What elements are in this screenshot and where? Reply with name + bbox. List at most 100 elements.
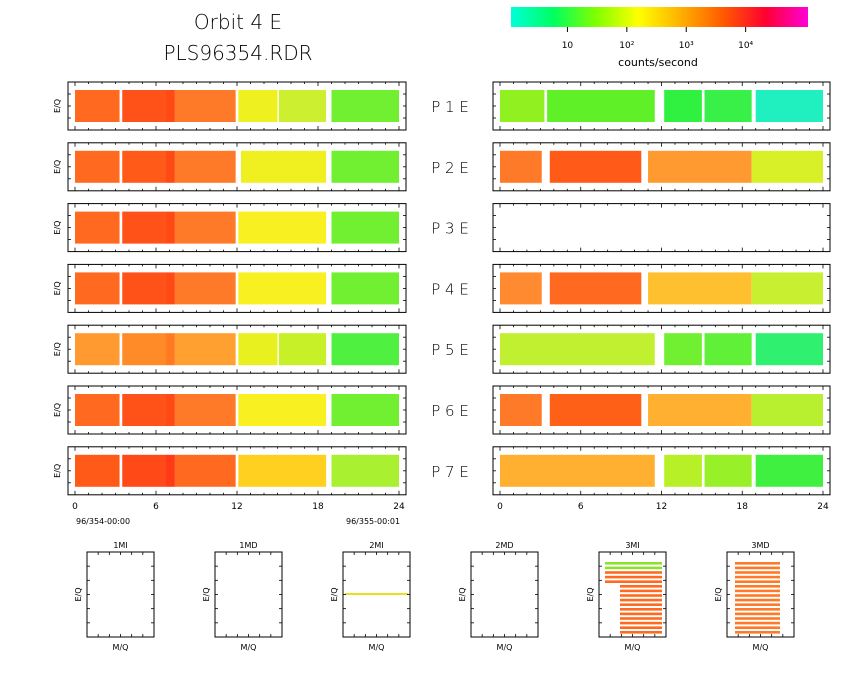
panel-right-row-3	[492, 203, 831, 253]
mini-panel-ylabel: E/Q	[458, 587, 467, 601]
heatmap-block	[238, 211, 327, 244]
spectrum-trace	[735, 566, 780, 570]
mini-panel-1mi: 1MI M/Q E/Q	[74, 541, 155, 652]
heatmap-block	[331, 394, 399, 426]
spectrogram-rows: E/Q P 1 E E/Q P 2 E E/Q P 3 E E/Q P 4 E E/Q P 5 E…	[53, 81, 831, 496]
mini-panel-xlabel: M/Q	[753, 643, 769, 652]
heatmap-block	[704, 454, 752, 487]
panel-left-row-7	[67, 446, 407, 496]
spectrum-trace	[620, 621, 662, 625]
colorbar-tick-label: 10	[562, 41, 574, 51]
x-tick-label: 12	[231, 502, 242, 512]
heatmap-block	[751, 394, 823, 426]
heatmap-block	[547, 90, 655, 122]
heatmap-block	[751, 150, 823, 183]
mini-panel-xlabel: M/Q	[625, 643, 641, 652]
spectrum-trace	[735, 585, 780, 588]
heatmap-block	[165, 272, 175, 305]
mini-panel-3mi: 3MI M/Q E/Q	[586, 541, 667, 652]
heatmap-block	[174, 211, 236, 244]
heatmap-block	[174, 333, 236, 366]
mini-panel-ylabel: E/Q	[586, 587, 595, 601]
spectrum-trace	[735, 621, 780, 625]
spectrum-trace	[605, 562, 662, 565]
mini-panel-title: 2MD	[495, 541, 513, 550]
spectrum-trace	[735, 617, 780, 620]
y-axis-label: E/Q	[53, 281, 62, 295]
spectrum-trace	[605, 571, 662, 574]
heatmap-block	[174, 454, 236, 487]
spectrum-trace	[620, 585, 662, 588]
spectrum-trace	[735, 580, 780, 583]
panel-right-row-5	[492, 324, 831, 374]
colorbar-gradient	[511, 7, 808, 27]
heatmap-block	[122, 211, 166, 244]
panel-left-row-4	[67, 263, 407, 313]
row-label: P 5 E	[431, 341, 469, 359]
mini-panel-ylabel: E/Q	[202, 587, 211, 601]
heatmap-block	[278, 90, 327, 122]
row-label: P 3 E	[431, 220, 469, 238]
panel-left-row-3	[67, 203, 407, 253]
heatmap-block	[648, 272, 752, 305]
mini-panel-frame	[214, 551, 283, 638]
spectrum-trace	[735, 608, 780, 611]
x-axis-end-label: 96/355-00:01	[346, 517, 400, 526]
spectrum-trace	[605, 575, 662, 579]
mini-panel-frame	[86, 551, 155, 638]
mini-panel-xlabel: M/Q	[369, 643, 385, 652]
mass-spectrum-panels: 1MI M/Q E/Q 1MD M/Q E/Q 2MI M/Q E/Q 2MD M/Q E/Q 3MI M…	[74, 541, 795, 652]
heatmap-block	[648, 150, 752, 183]
panel-right-row-6	[492, 385, 831, 435]
heatmap-block	[75, 150, 120, 183]
row-label: P 1 E	[431, 98, 469, 116]
x-tick-label: 0	[497, 502, 503, 512]
mini-panel-title: 3MD	[751, 541, 769, 550]
heatmap-block	[331, 454, 399, 487]
panel-left-row-6	[67, 385, 407, 435]
heatmap-block	[704, 90, 752, 122]
mini-panel-1md: 1MD M/Q E/Q	[202, 541, 283, 652]
mini-panel-xlabel: M/Q	[497, 643, 513, 652]
heatmap-block	[549, 272, 642, 305]
x-tick-label: 24	[393, 502, 405, 512]
panel-background	[493, 203, 830, 252]
x-tick-label: 6	[153, 502, 159, 512]
panel-left-row-2	[67, 142, 407, 192]
mini-panel-ylabel: E/Q	[714, 587, 723, 601]
heatmap-block	[704, 333, 752, 366]
heatmap-block	[500, 150, 542, 183]
heatmap-block	[238, 90, 278, 122]
heatmap-block	[122, 272, 166, 305]
heatmap-block	[75, 394, 120, 426]
spectrum-trace	[620, 589, 662, 593]
heatmap-block	[122, 150, 166, 183]
spectrum-trace	[735, 562, 780, 565]
heatmap-block	[755, 90, 823, 122]
colorbar: 10 10² 10³ 10⁴ counts/second	[511, 7, 808, 69]
y-axis-label: E/Q	[53, 403, 62, 417]
mini-panel-2md: 2MD M/Q E/Q	[458, 541, 539, 652]
spectrum-trace	[620, 612, 662, 616]
heatmap-block	[174, 272, 236, 305]
heatmap-block	[75, 272, 120, 305]
figure-title-line1: Orbit 4 E	[194, 10, 282, 34]
spectrum-trace	[620, 617, 662, 620]
mini-panel-2mi: 2MI M/Q E/Q	[330, 541, 411, 652]
heatmap-block	[122, 454, 166, 487]
heatmap-block	[75, 90, 120, 122]
spectrum-trace	[345, 593, 408, 595]
x-tick-label: 0	[72, 502, 78, 512]
spectrum-trace	[620, 608, 662, 611]
heatmap-block	[755, 333, 823, 366]
panel-right-row-1	[492, 81, 831, 131]
colorbar-units-label: counts/second	[618, 56, 698, 69]
heatmap-block	[241, 150, 327, 183]
spectrum-trace	[735, 598, 780, 602]
x-tick-label: 18	[737, 502, 749, 512]
heatmap-block	[500, 272, 542, 305]
heatmap-block	[174, 90, 236, 122]
x-tick-label: 24	[817, 502, 829, 512]
x-tick-label: 12	[656, 502, 667, 512]
heatmap-block	[75, 211, 120, 244]
